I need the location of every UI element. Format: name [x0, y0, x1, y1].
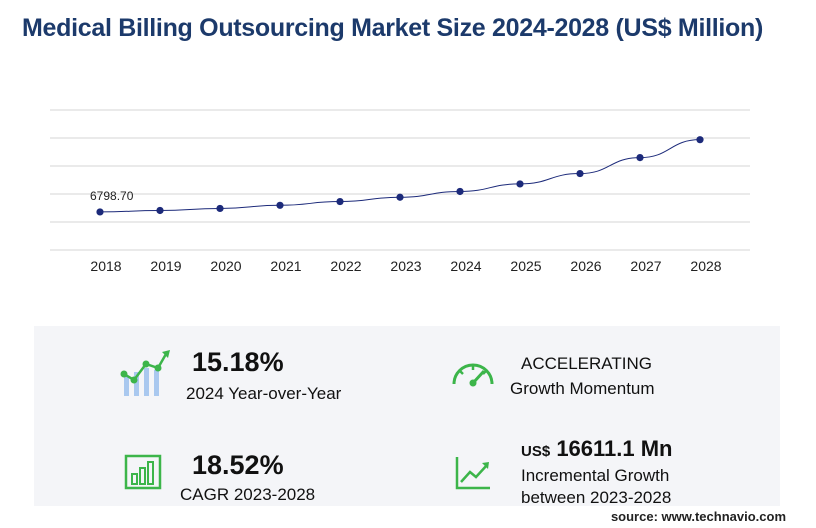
incremental-label-2: between 2023-2028 — [521, 488, 672, 507]
x-tick-label: 2025 — [510, 258, 541, 274]
incremental-value: 16611.1 Mn — [556, 436, 673, 461]
chart-grid — [50, 109, 750, 251]
x-tick-label: 2027 — [630, 258, 661, 274]
cagr-label: CAGR 2023-2028 — [180, 485, 316, 504]
data-point — [516, 180, 524, 188]
bar-line-growth-icon — [120, 350, 170, 396]
x-tick-label: 2028 — [690, 258, 721, 274]
series-points — [96, 136, 704, 216]
chart-title: Medical Billing Outsourcing Market Size … — [22, 14, 764, 42]
source-text: source: www.technavio.com — [610, 509, 786, 524]
speedometer-icon — [452, 363, 494, 387]
data-point — [336, 197, 344, 206]
x-tick-label: 2020 — [210, 258, 241, 274]
x-tick-label: 2022 — [330, 258, 361, 274]
currency-label: US$ — [521, 443, 551, 460]
data-point — [456, 187, 464, 196]
data-point — [96, 208, 104, 216]
cagr-value: 18.52% — [192, 450, 284, 480]
data-point — [396, 193, 404, 201]
data-label: 6798.70 — [90, 189, 134, 203]
data-point — [156, 206, 164, 215]
data-point — [216, 204, 224, 213]
x-tick-label: 2026 — [570, 258, 601, 274]
yoy-value: 15.18% — [192, 347, 284, 377]
stats-panel — [34, 326, 780, 506]
x-tick-label: 2021 — [270, 258, 301, 274]
incremental-value-line: US$ 16611.1 Mn — [521, 436, 673, 462]
data-point — [696, 136, 704, 144]
x-tick-label: 2023 — [390, 258, 421, 274]
x-tick-label: 2019 — [150, 258, 181, 274]
bar-chart-icon — [124, 454, 162, 490]
momentum-title: ACCELERATING — [521, 354, 652, 373]
yoy-label: 2024 Year-over-Year — [186, 384, 342, 403]
data-point — [276, 201, 284, 209]
data-labels: 6798.70 — [90, 189, 134, 203]
momentum-label: Growth Momentum — [510, 379, 655, 398]
series-line — [99, 139, 701, 213]
x-axis-ticks: 2018 2019 2020 2021 2022 2023 2024 2025 2026 2027… — [90, 258, 721, 274]
data-point — [576, 169, 584, 178]
x-tick-label: 2018 — [90, 258, 121, 274]
x-tick-label: 2024 — [450, 258, 481, 274]
line-chart: 2018 2019 2020 2021 2022 2023 2024 2025 2026 2027… — [50, 109, 750, 274]
trend-up-icon — [455, 457, 490, 490]
data-point — [636, 154, 644, 162]
incremental-label-1: Incremental Growth — [521, 466, 670, 485]
